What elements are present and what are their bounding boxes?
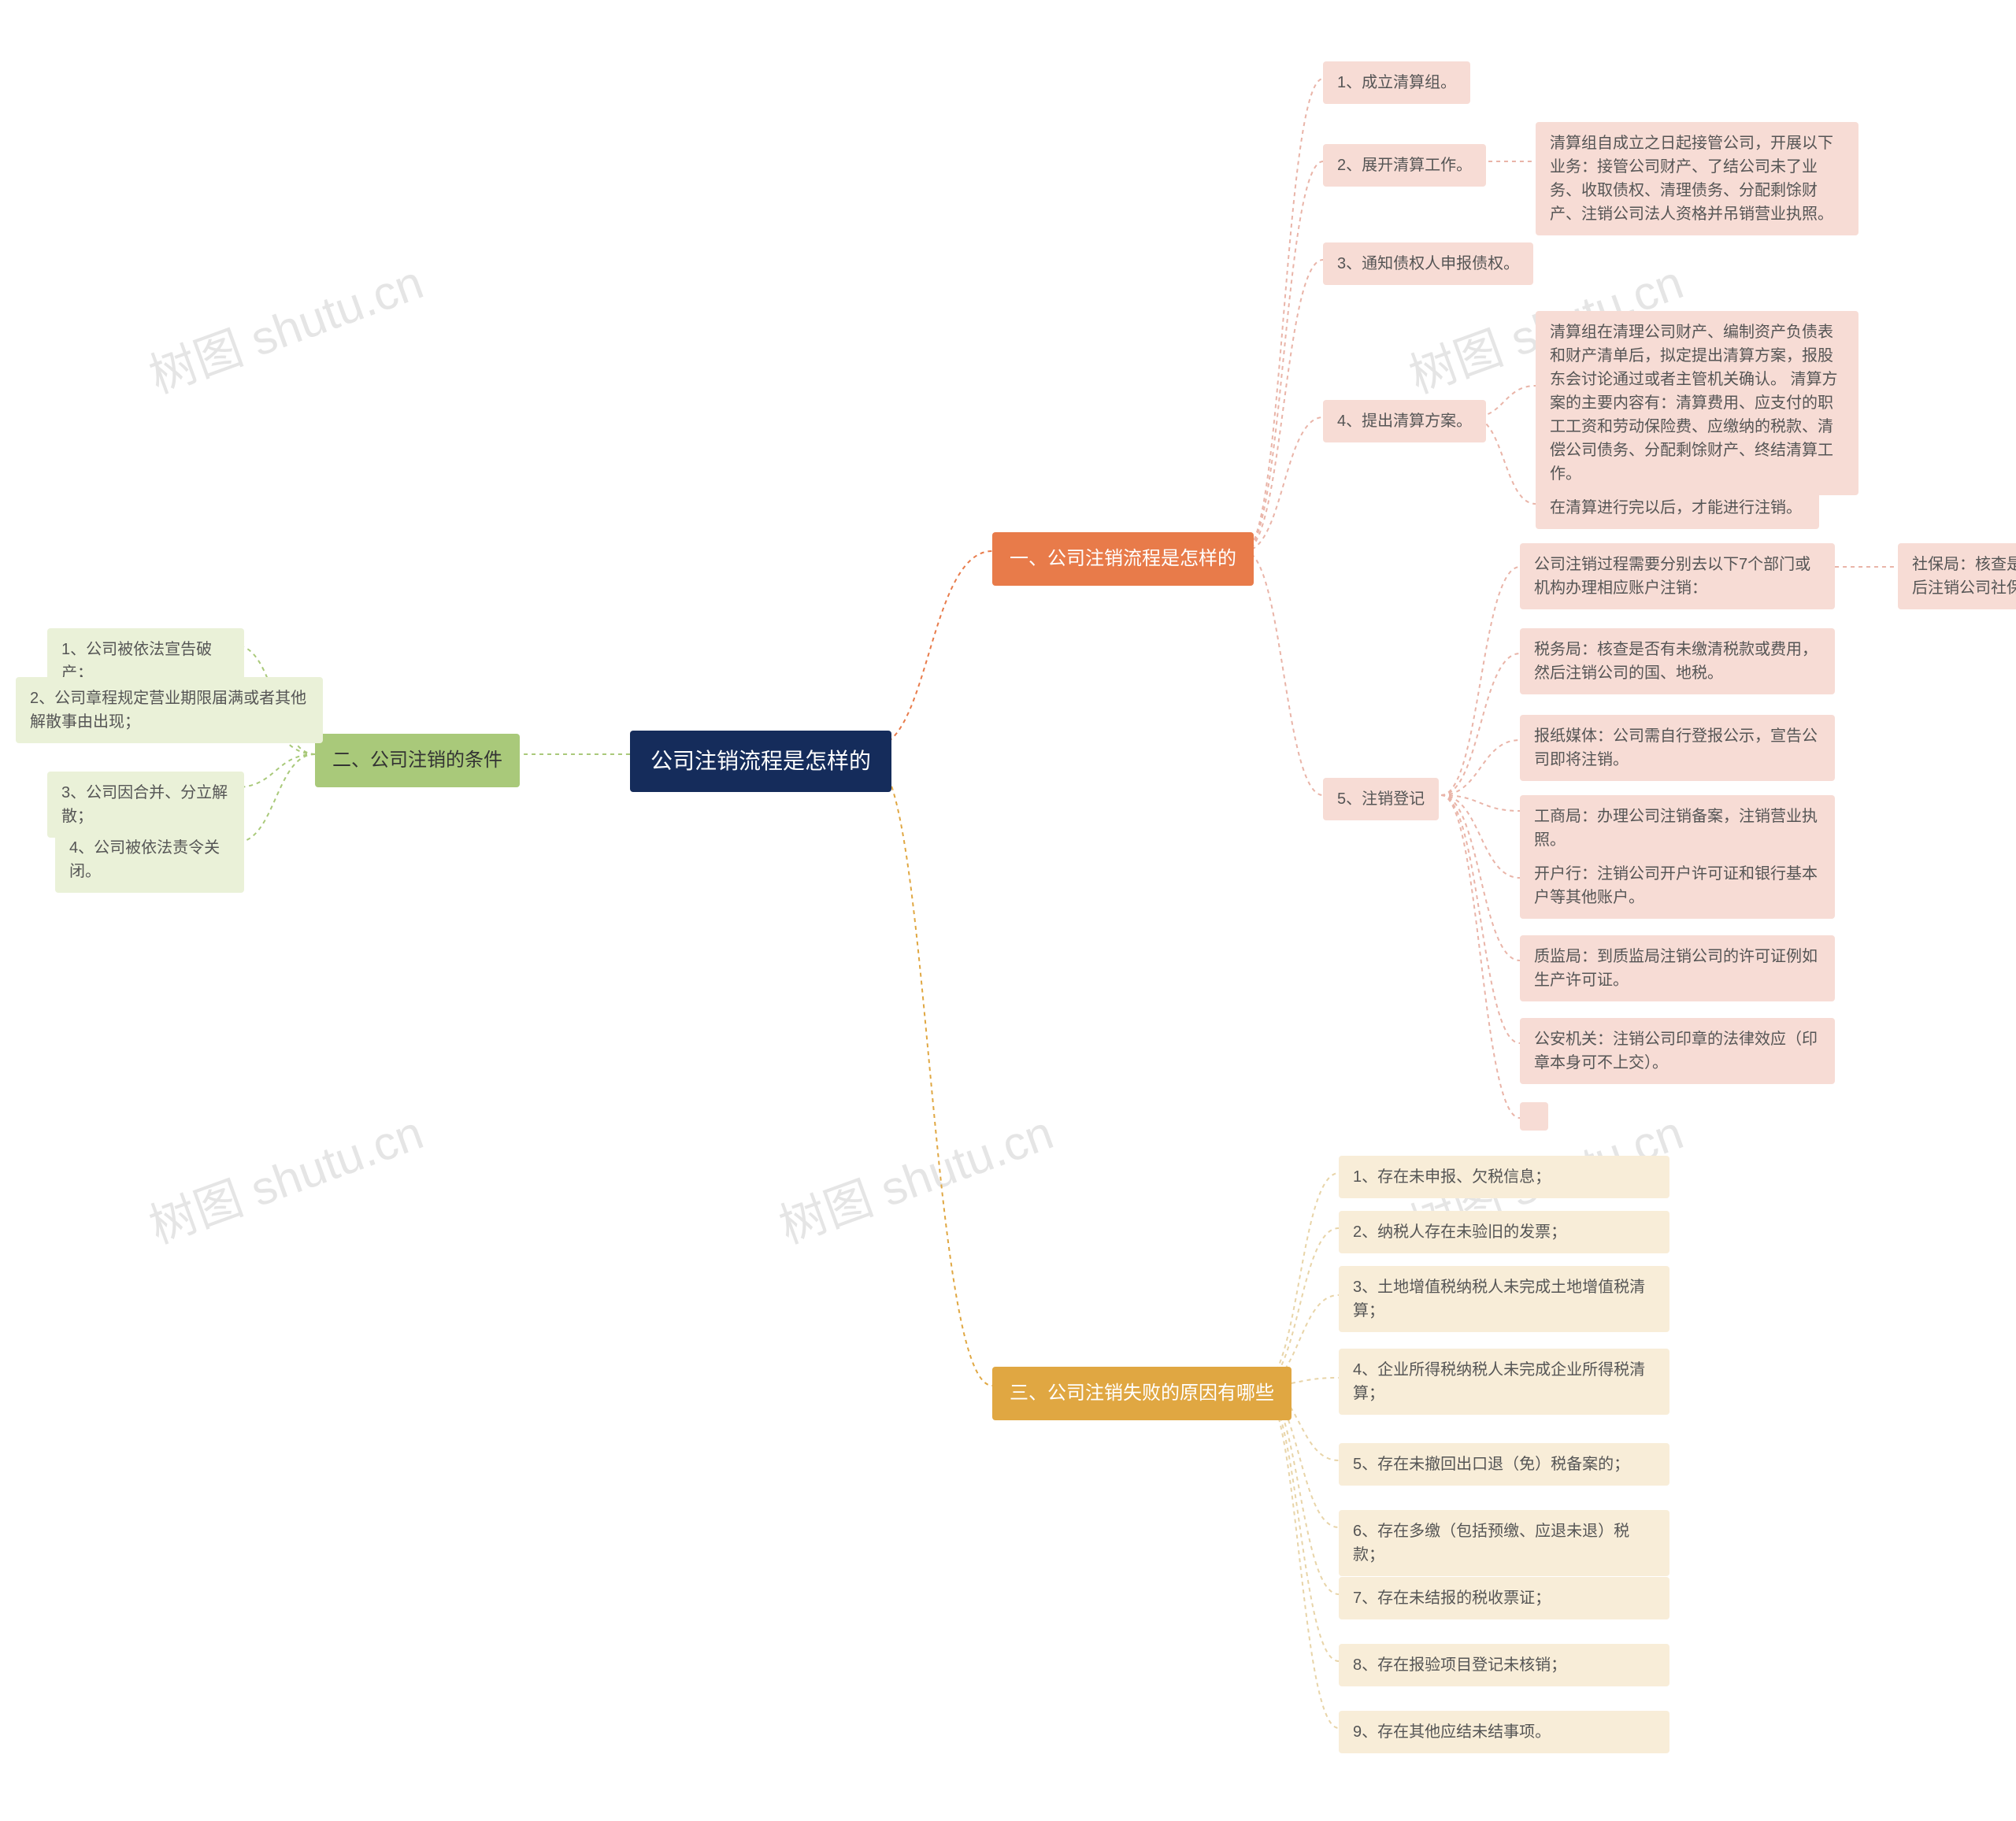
leaf-p3: 3、通知债权人申报债权。 — [1323, 242, 1533, 285]
leaf-p5-d2: 税务局：核查是否有未缴清税款或费用，然后注销公司的国、地税。 — [1520, 628, 1835, 694]
leaf-p2-detail: 清算组自成立之日起接管公司，开展以下业务：接管公司财产、了结公司未了业务、收取债… — [1536, 122, 1858, 235]
leaf-p2: 2、展开清算工作。 — [1323, 144, 1486, 187]
leaf-p4: 4、提出清算方案。 — [1323, 400, 1486, 442]
leaf-f5: 5、存在未撤回出口退（免）税备案的； — [1339, 1443, 1670, 1486]
root-node[interactable]: 公司注销流程是怎样的 — [630, 731, 891, 792]
leaf-p5-d1: 公司注销过程需要分别去以下7个部门或机构办理相应账户注销： — [1520, 543, 1835, 609]
leaf-p4-detail2: 在清算进行完以后，才能进行注销。 — [1536, 487, 1819, 529]
leaf-f4: 4、企业所得税纳税人未完成企业所得税清算； — [1339, 1349, 1670, 1415]
leaf-cond-2: 2、公司章程规定营业期限届满或者其他解散事由出现； — [16, 677, 323, 743]
branch-fail-reasons[interactable]: 三、公司注销失败的原因有哪些 — [992, 1367, 1292, 1420]
leaf-f8: 8、存在报验项目登记未核销； — [1339, 1644, 1670, 1686]
leaf-f1: 1、存在未申报、欠税信息； — [1339, 1156, 1670, 1198]
leaf-p5-empty — [1520, 1102, 1548, 1131]
leaf-f2: 2、纳税人存在未验旧的发票； — [1339, 1211, 1670, 1253]
watermark: 树图 shutu.cn — [769, 1094, 1061, 1257]
leaf-f9: 9、存在其他应结未结事项。 — [1339, 1711, 1670, 1753]
branch-conditions[interactable]: 二、公司注销的条件 — [315, 734, 520, 787]
leaf-f6: 6、存在多缴（包括预缴、应退未退）税款； — [1339, 1510, 1670, 1576]
leaf-p5-d5: 开户行：注销公司开户许可证和银行基本户等其他账户。 — [1520, 853, 1835, 919]
leaf-p5-d3: 报纸媒体：公司需自行登报公示，宣告公司即将注销。 — [1520, 715, 1835, 781]
leaf-p5: 5、注销登记 — [1323, 778, 1439, 820]
leaf-p5-d6: 质监局：到质监局注销公司的许可证例如生产许可证。 — [1520, 935, 1835, 1001]
leaf-f3: 3、土地增值税纳税人未完成土地增值税清算； — [1339, 1266, 1670, 1332]
leaf-p4-detail1: 清算组在清理公司财产、编制资产负债表和财产清单后，拟定提出清算方案，报股东会讨论… — [1536, 311, 1858, 495]
watermark: 树图 shutu.cn — [139, 244, 431, 406]
mindmap-canvas: 树图 shutu.cn 树图 shutu.cn 树图 shutu.cn 树图 s… — [0, 0, 2016, 1821]
leaf-p5-d4: 工商局：办理公司注销备案，注销营业执照。 — [1520, 795, 1835, 861]
leaf-p1: 1、成立清算组。 — [1323, 61, 1470, 104]
branch-process[interactable]: 一、公司注销流程是怎样的 — [992, 532, 1254, 586]
leaf-f7: 7、存在未结报的税收票证； — [1339, 1577, 1670, 1619]
leaf-p5-d1a: 社保局：核查是否有未缴清社保费用，然后注销公司社保账号。 — [1898, 543, 2016, 609]
leaf-p5-d7: 公安机关：注销公司印章的法律效应（印章本身可不上交）。 — [1520, 1018, 1835, 1084]
watermark: 树图 shutu.cn — [139, 1094, 431, 1257]
leaf-cond-4: 4、公司被依法责令关闭。 — [55, 827, 244, 893]
